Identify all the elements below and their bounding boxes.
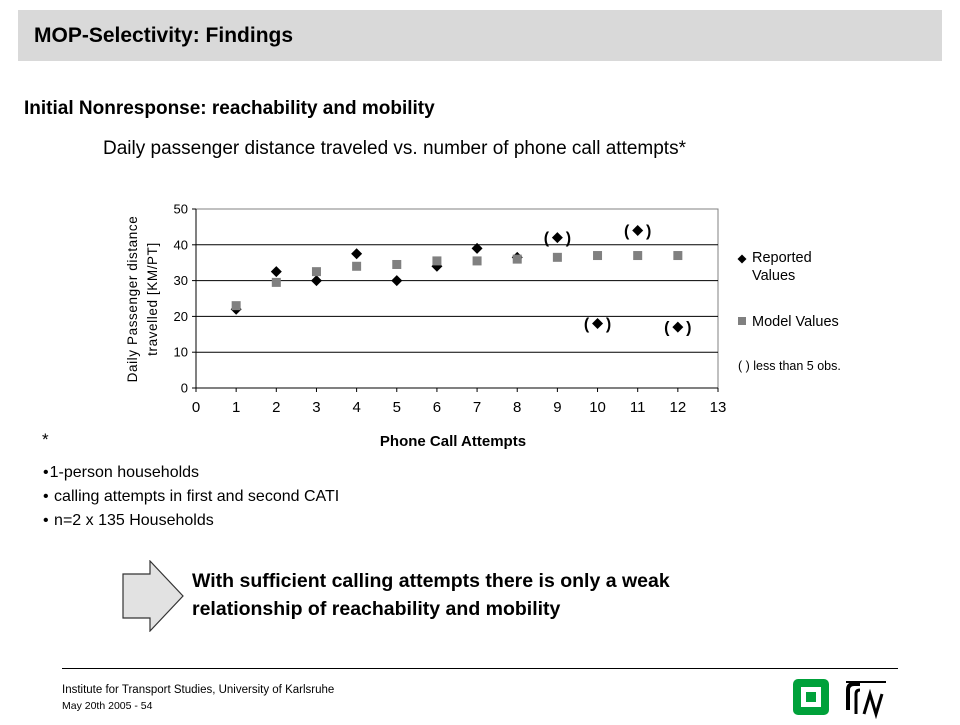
footer-divider: [62, 668, 898, 669]
model-value-marker: [472, 256, 482, 266]
lowobs-paren-right: ): [686, 320, 691, 337]
plot-area: [195, 208, 719, 389]
footer-institute: Institute for Transport Studies, Univers…: [62, 684, 335, 696]
lowobs-paren-left: (: [664, 320, 670, 337]
x-tick-label: 1: [232, 399, 240, 416]
x-tick-label: 2: [272, 399, 280, 416]
legend-note: ( ) less than 5 obs.: [738, 359, 841, 373]
footnote-item: 1-person households: [43, 461, 339, 485]
y-tick-label: 40: [174, 237, 188, 252]
ifv-logo: [793, 679, 886, 720]
x-tick-label: 5: [393, 399, 401, 416]
y-axis-label: travelled [KM/PT]: [145, 242, 160, 356]
model-value-marker: [633, 251, 643, 261]
model-value-marker: [432, 256, 442, 266]
footnote-marker: *: [42, 430, 49, 449]
arrow-right-icon: [122, 560, 184, 632]
lowobs-paren-left: (: [624, 223, 630, 240]
model-value-marker: [552, 252, 562, 262]
reported-value-marker-lowobs: [632, 224, 644, 236]
reported-value-marker: [471, 242, 483, 254]
model-value-marker: [352, 261, 362, 271]
footnote-list: 1-person households calling attempts in …: [43, 461, 340, 533]
reported-value-marker: [310, 275, 322, 287]
footnote-item: n=2 x 135 Households: [43, 509, 339, 533]
slide-subtitle: Initial Nonresponse: reachability and mo…: [24, 98, 435, 119]
model-value-marker: [271, 277, 281, 287]
lowobs-paren-right: ): [646, 223, 651, 240]
y-tick-label: 50: [174, 202, 188, 217]
legend-reported-label: Values: [752, 268, 795, 284]
y-axis-label: Daily Passenger distance: [125, 216, 140, 383]
conclusion-text: With sufficient calling attempts there i…: [192, 570, 670, 620]
lowobs-paren-right: ): [566, 230, 571, 247]
legend-reported-marker: [737, 254, 747, 264]
slide-title: MOP-Selectivity: Findings: [34, 23, 294, 47]
model-value-marker: [392, 259, 402, 269]
x-tick-label: 8: [513, 399, 521, 416]
reported-value-marker-lowobs: [592, 318, 604, 330]
x-tick-label: 9: [553, 399, 561, 416]
reported-value-marker: [351, 248, 363, 260]
footnote-item: calling attempts in first and second CAT…: [43, 485, 339, 509]
reported-value-marker-lowobs: [551, 232, 563, 244]
y-tick-label: 10: [174, 345, 188, 360]
model-value-marker: [673, 251, 683, 261]
x-tick-label: 6: [433, 399, 441, 416]
reported-value-marker: [391, 275, 403, 287]
x-tick-label: 13: [710, 399, 727, 416]
chart-caption: Daily passenger distance traveled vs. nu…: [103, 138, 686, 159]
x-tick-label: 12: [670, 399, 687, 416]
x-tick-label: 0: [192, 399, 200, 416]
lowobs-paren-left: (: [584, 316, 590, 333]
footer-date: May 20th 2005 - 54: [62, 700, 153, 712]
x-tick-label: 10: [589, 399, 606, 416]
x-tick-label: 3: [312, 399, 320, 416]
model-value-marker: [311, 267, 321, 277]
x-tick-label: 7: [473, 399, 481, 416]
x-tick-label: 11: [630, 399, 646, 416]
lowobs-paren-right: ): [606, 316, 611, 333]
title-bar: MOP-Selectivity: Findings: [18, 10, 942, 61]
legend-model-marker: [738, 317, 746, 325]
university-logos: [790, 676, 900, 725]
legend-model-label: Model Values: [752, 314, 839, 330]
y-tick-label: 30: [174, 273, 188, 288]
reported-value-marker: [270, 266, 282, 278]
x-tick-label: 4: [352, 399, 360, 416]
model-value-marker: [231, 301, 241, 311]
legend-reported-label: Reported: [752, 250, 812, 266]
y-tick-label: 0: [181, 381, 188, 396]
model-value-marker: [593, 251, 603, 261]
lowobs-paren-left: (: [544, 230, 550, 247]
model-value-marker: [512, 254, 522, 264]
reported-value-marker-lowobs: [672, 321, 684, 333]
x-axis-label: Phone Call Attempts: [380, 433, 526, 450]
y-tick-label: 20: [174, 309, 188, 324]
